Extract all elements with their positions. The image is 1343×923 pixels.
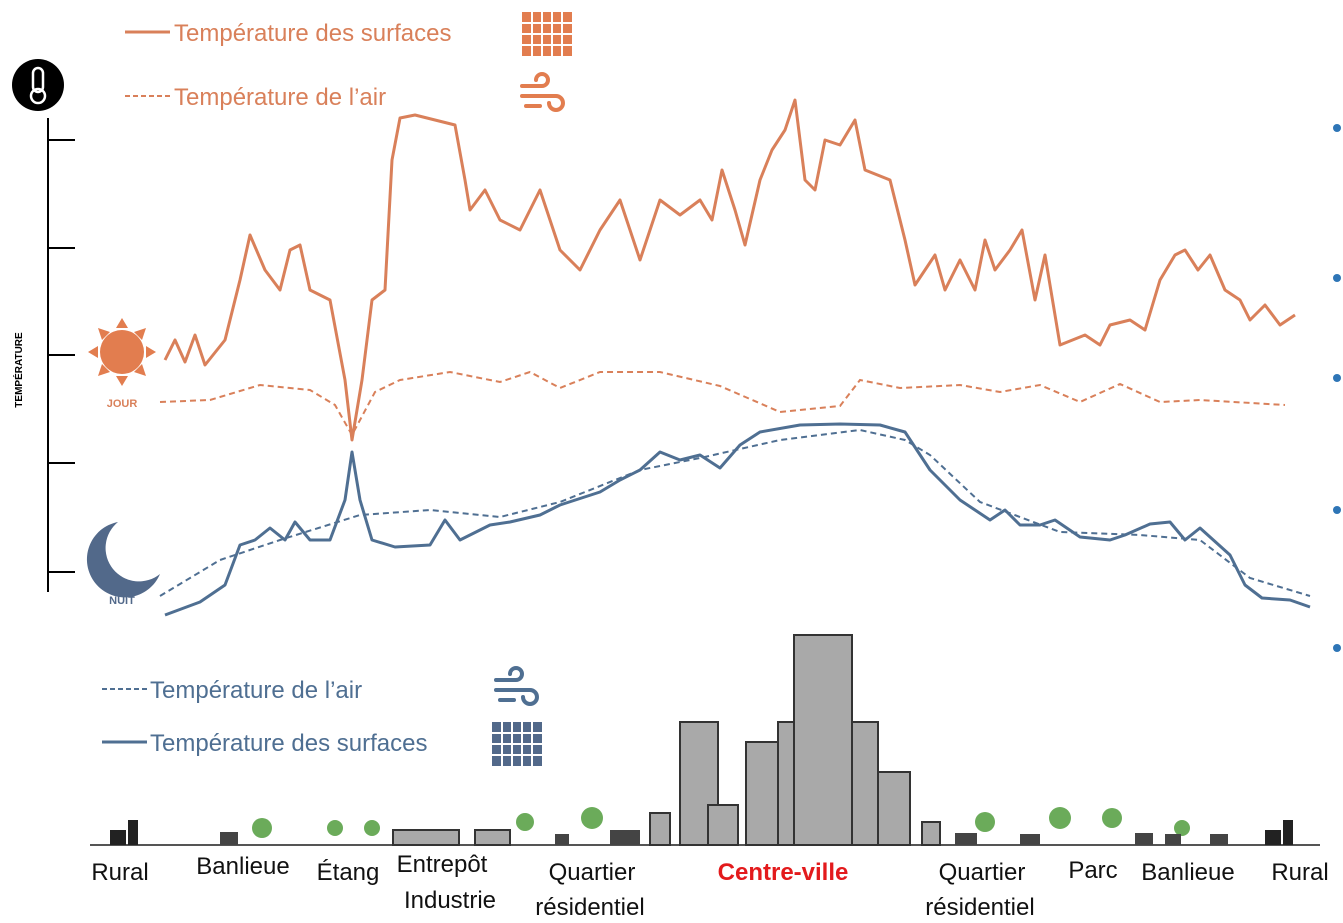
night-surface-curve [164,422,1311,617]
skyline [90,634,1320,846]
zone-label: Banlieue [196,853,289,880]
day-label: JOUR [107,398,138,410]
grid-icon [492,722,542,766]
moon-icon [86,522,160,598]
zone-label: Quartier [549,859,636,886]
zone-label: Étang [317,859,380,886]
zone-label: Centre-ville [718,859,849,886]
legend-label: Température des surfaces [150,730,427,757]
day-surface-curve [163,98,1296,442]
zone-label: Banlieue [1141,859,1234,886]
zone-label: résidentiel [535,894,644,921]
night-label: NUIT [109,595,135,607]
legend-label: Température de l’air [174,84,386,111]
wind-icon [494,666,539,706]
axis [47,118,75,592]
axis-label: TEMPÉRATURE [12,332,25,408]
zone-label: Industrie [404,887,496,914]
zone-label: Entrepôt [397,851,488,878]
zone-label: Quartier [939,859,1026,886]
zone-label: Rural [91,859,148,886]
zone-label: Parc [1068,857,1117,884]
day-air-curve [159,370,1286,438]
grid-icon [522,12,572,56]
night-air-curve [159,428,1311,597]
zone-label: résidentiel [925,894,1034,921]
bullets [1333,124,1341,652]
sun-icon [88,318,156,386]
wind-icon [520,72,565,112]
legend-label: Température des surfaces [174,20,451,47]
zone-label: Rural [1271,859,1328,886]
legend-label: Température de l’air [150,677,362,704]
thermometer-icon [12,59,64,111]
